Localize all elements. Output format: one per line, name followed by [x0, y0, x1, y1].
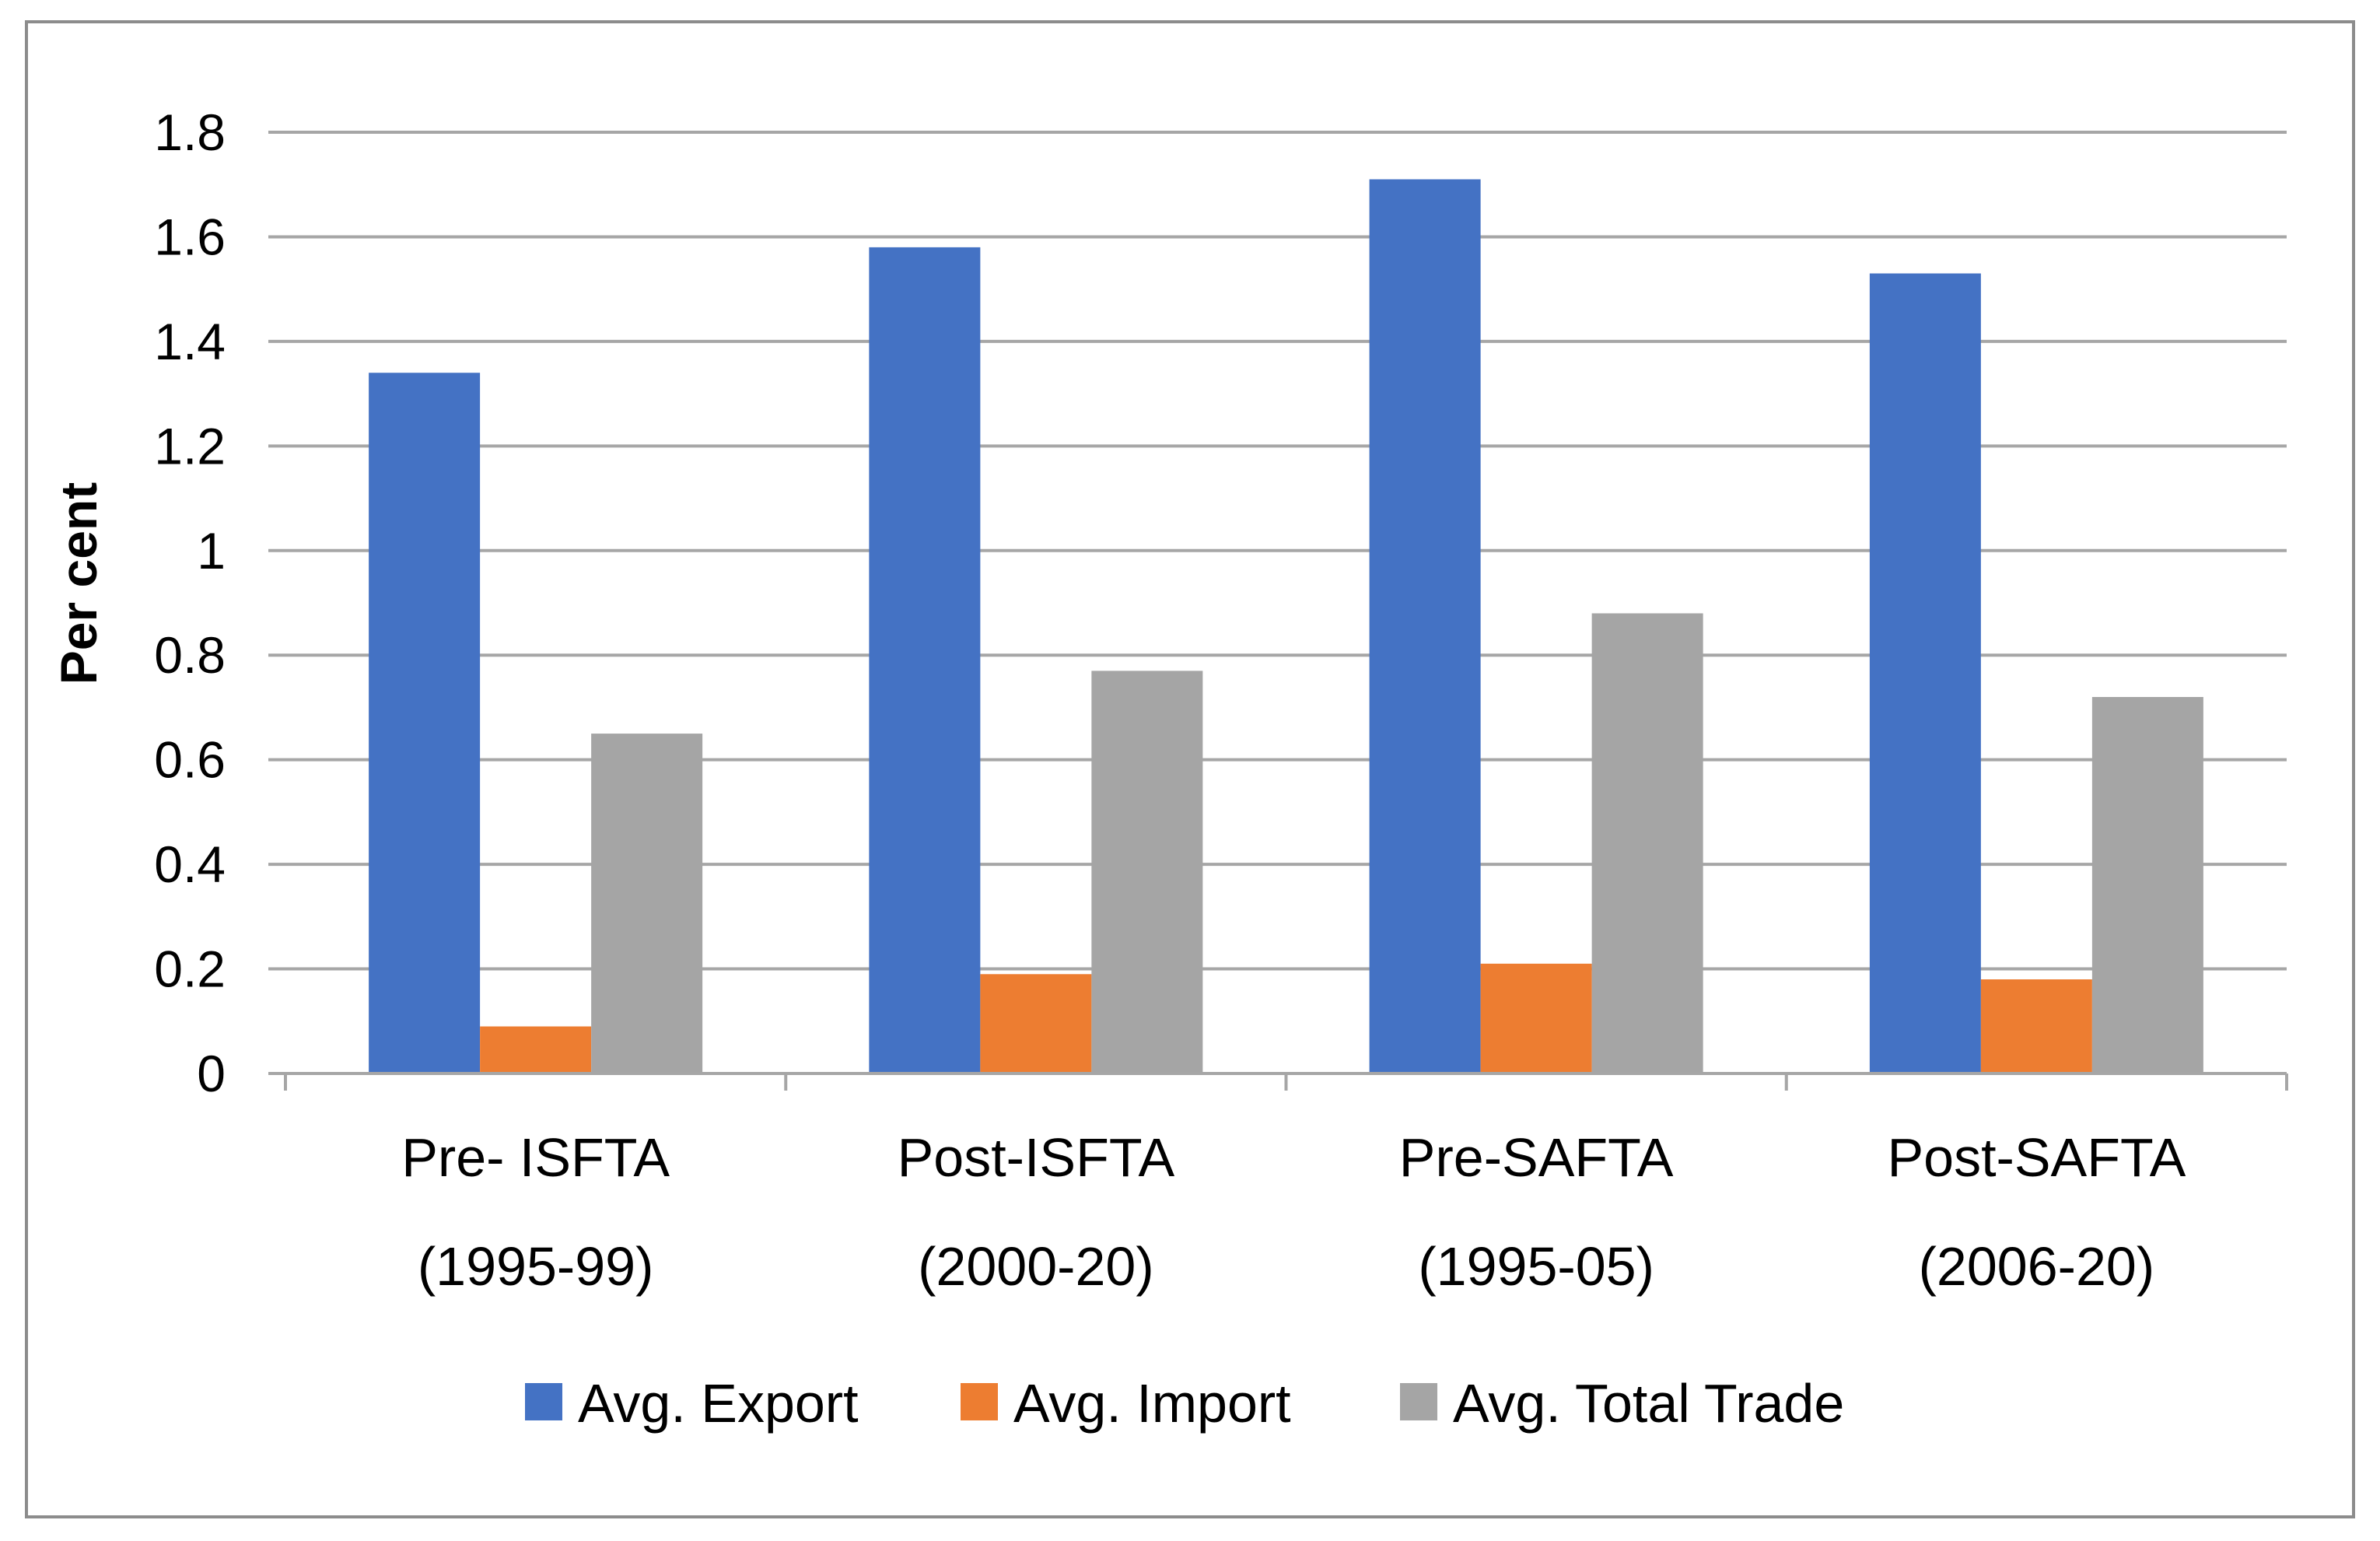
y-tick-label: 0.8	[154, 626, 226, 684]
y-axis-title: Per cent	[50, 482, 107, 685]
x-category-label: Pre-SAFTA	[1399, 1127, 1674, 1188]
x-category-label: (1995-05)	[1418, 1236, 1654, 1297]
bar-avg-total-trade	[1591, 613, 1703, 1073]
legend-label: Avg. Export	[578, 1373, 859, 1434]
bar-avg-import	[980, 974, 1092, 1073]
gridlines	[268, 131, 2287, 971]
y-tick-label: 0.6	[154, 731, 226, 789]
y-tick-label: 1	[197, 522, 226, 580]
bar-avg-total-trade	[1091, 671, 1203, 1073]
y-tick-label: 1.2	[154, 417, 226, 475]
y-tick-label: 0.4	[154, 835, 226, 893]
y-tick-label: 0.2	[154, 940, 226, 998]
axes: 0 0.2 0.4 0.6 0.8 1 1.2 1.4 1.6 1.8 Pre- ISFTA (199…	[154, 103, 2288, 1297]
legend-label: Avg. Total Trade	[1453, 1373, 1844, 1434]
y-tick-label: 1.4	[154, 313, 226, 370]
bars	[369, 179, 2203, 1073]
x-category-label: Pre- ISFTA	[401, 1127, 670, 1188]
y-tick-label: 0	[197, 1045, 226, 1102]
bar-avg-total-trade	[2091, 697, 2203, 1073]
x-category-label: (2006-20)	[1919, 1236, 2155, 1297]
bar-avg-import	[1980, 979, 2092, 1073]
x-category-label: (1995-99)	[418, 1236, 654, 1297]
bar-avg-total-trade	[591, 734, 703, 1073]
y-tick-label: 1.6	[154, 208, 226, 265]
bar-avg-import	[480, 1026, 592, 1073]
bar-avg-export	[369, 373, 481, 1073]
x-category-label: Post-ISFTA	[898, 1127, 1175, 1188]
legend-swatch	[1400, 1383, 1437, 1420]
legend-swatch	[525, 1383, 562, 1420]
bar-avg-import	[1480, 963, 1592, 1073]
legend: Avg. Export Avg. Import Avg. Total Trade	[525, 1373, 1844, 1434]
x-category-label: Post-SAFTA	[1887, 1127, 2186, 1188]
bar-avg-export	[1369, 179, 1481, 1073]
legend-swatch	[961, 1383, 998, 1420]
bar-avg-export	[869, 247, 981, 1073]
bar-avg-export	[1869, 273, 1981, 1073]
x-category-label: (2000-20)	[918, 1236, 1154, 1297]
legend-label: Avg. Import	[1013, 1373, 1291, 1434]
y-tick-label: 1.8	[154, 103, 226, 161]
